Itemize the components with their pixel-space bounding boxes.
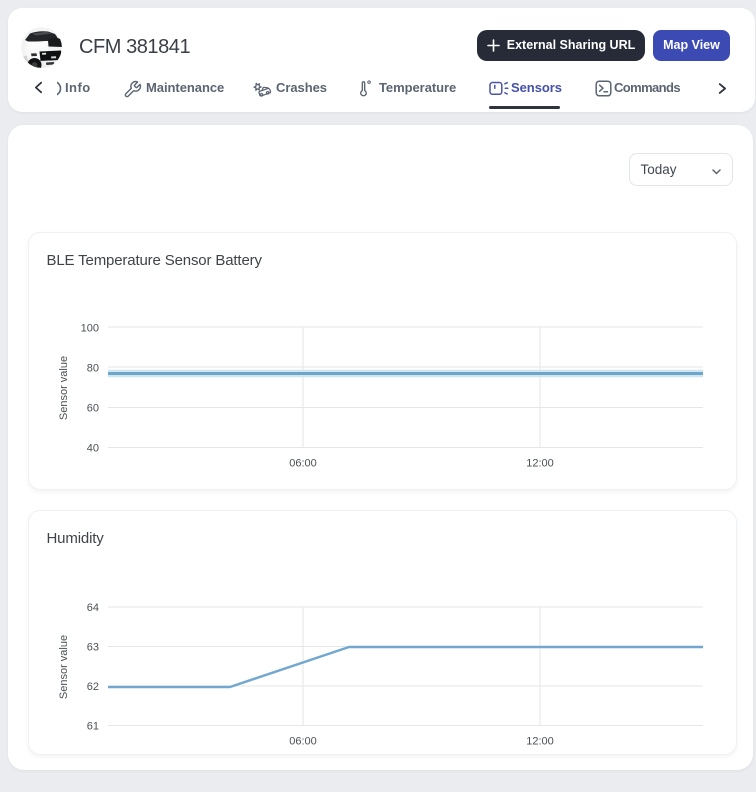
svg-text:60: 60: [87, 403, 99, 415]
svg-text:61: 61: [87, 721, 99, 733]
svg-text:06:00: 06:00: [289, 736, 317, 748]
svg-text:80: 80: [87, 363, 99, 375]
svg-text:63: 63: [87, 642, 99, 654]
svg-text:40: 40: [87, 443, 99, 455]
svg-text:06:00: 06:00: [289, 458, 317, 470]
svg-text:Sensor value: Sensor value: [58, 635, 70, 699]
svg-text:62: 62: [87, 681, 99, 693]
svg-text:Sensor value: Sensor value: [58, 356, 70, 420]
svg-text:12:00: 12:00: [526, 736, 554, 748]
svg-text:12:00: 12:00: [526, 458, 554, 470]
svg-text:64: 64: [87, 602, 99, 614]
svg-text:100: 100: [81, 323, 99, 335]
